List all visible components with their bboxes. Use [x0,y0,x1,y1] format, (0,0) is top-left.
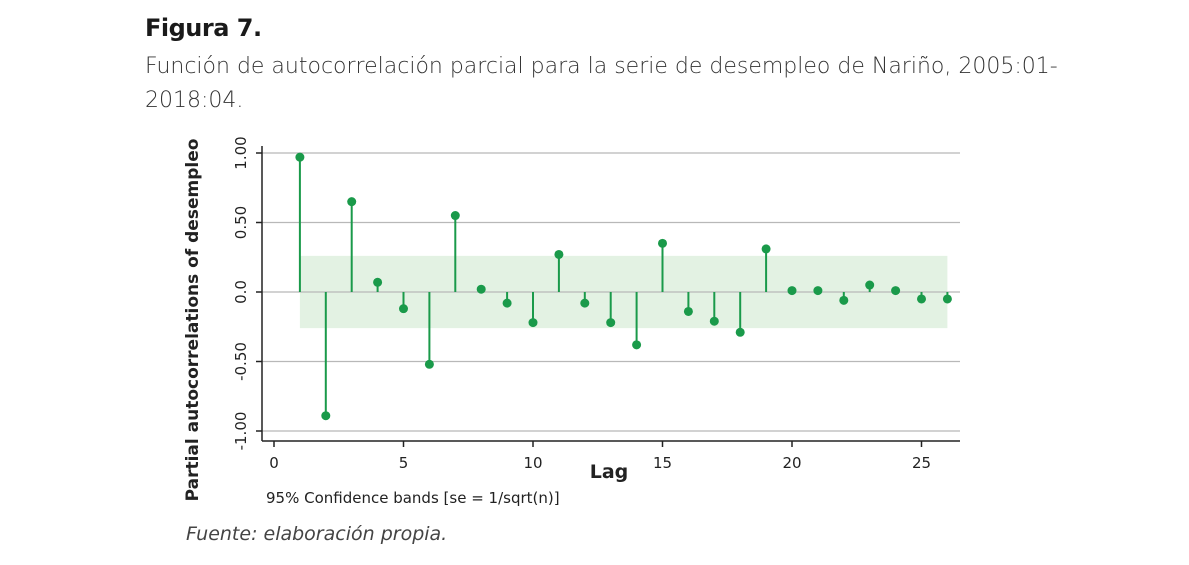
stem-point [865,280,875,290]
stem-point [373,277,383,287]
stem-point [528,318,538,328]
x-tick-label: 20 [782,454,801,472]
stem-point [554,249,564,259]
stem-point [658,238,667,248]
figure-title: Función de autocorrelación parcial para … [145,54,1058,113]
stem-point [735,327,745,337]
stem-point [424,359,434,369]
stem-point [580,298,590,308]
stem-point [813,286,823,296]
stem-point [839,295,849,305]
confidence-band-note: 95% Confidence bands [se = 1/sqrt(n)] [266,489,560,507]
stem-point [450,211,460,221]
stem-point [632,340,642,350]
stem-point [321,411,331,421]
x-tick-label: 5 [399,454,409,472]
axes [256,146,960,447]
x-axis-label: Lag [590,461,629,483]
stem-point [787,286,797,296]
stem-point [476,284,486,294]
stem-point [917,294,926,304]
figure-label: Figura 7. [145,14,262,42]
stem-point [683,306,693,316]
stem-point [942,294,952,304]
stem-point [347,197,357,207]
stem-point [295,152,305,162]
y-tick-label: -1.00 [232,412,250,451]
stem-point [606,318,616,328]
y-axis-label: Partial autocorrelations of desempleo [183,139,203,502]
tick-labels: -1.00 -0.50 0.0 0.50 1.00 0 5 10 15 20 25 [232,136,931,472]
stem-point [502,298,512,308]
stems [295,152,952,421]
x-tick-label: 0 [269,454,279,472]
stem-point [891,286,901,296]
figure-source: Fuente: elaboración propia. [186,523,448,545]
stem-point [399,304,408,314]
stem-point [709,316,719,326]
y-tick-label: 1.00 [232,136,250,169]
y-tick-label: 0.0 [232,280,250,304]
x-tick-label: 25 [912,454,931,472]
y-tick-label: 0.50 [232,206,250,239]
x-tick-label: 10 [523,454,542,472]
x-tick-label: 15 [653,454,672,472]
stem-point [761,244,771,254]
y-tick-label: -0.50 [232,342,250,381]
